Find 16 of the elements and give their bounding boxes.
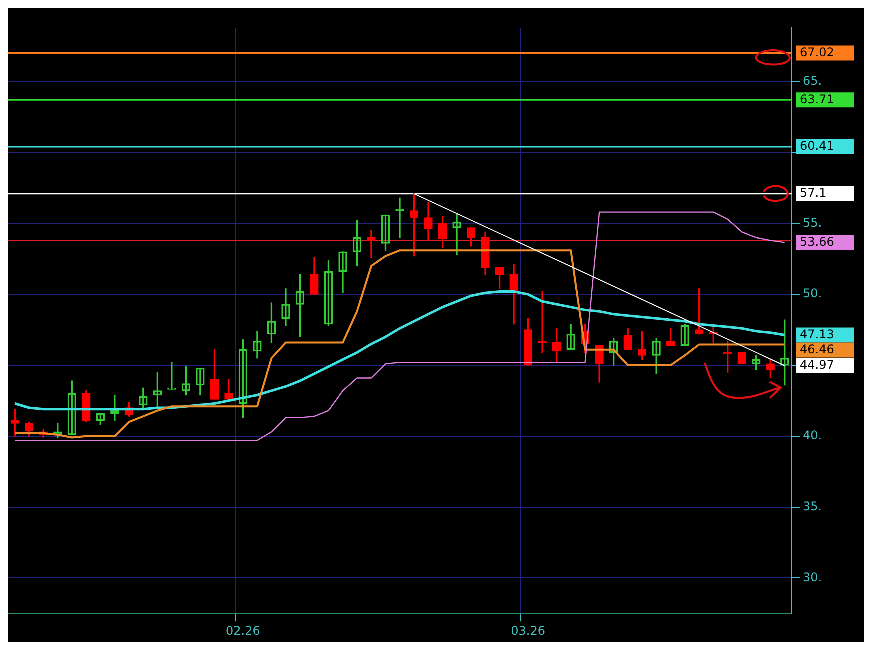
ref-line-label: 63.71: [800, 92, 834, 106]
y-tick-label: 30.: [803, 570, 822, 584]
ref-line-label: 67.02: [800, 45, 834, 60]
y-tick-label: 50.: [803, 286, 822, 301]
data-label: 47.13: [800, 327, 834, 342]
data-label: 53.66: [800, 234, 834, 249]
data-label: 44.97: [800, 358, 834, 372]
ref-line-label: 60.41: [800, 139, 834, 154]
y-tick-label: 65.: [803, 74, 822, 88]
y-tick-label: 35.: [803, 499, 822, 514]
x-tick-label: 02.26: [226, 624, 260, 638]
x-tick-label: 03.26: [511, 624, 546, 638]
y-tick-label: 40.: [803, 428, 822, 442]
y-tick-label: 55.: [803, 216, 822, 230]
ref-line-label: 57.1: [800, 186, 827, 200]
data-label: 46.46: [800, 342, 834, 356]
